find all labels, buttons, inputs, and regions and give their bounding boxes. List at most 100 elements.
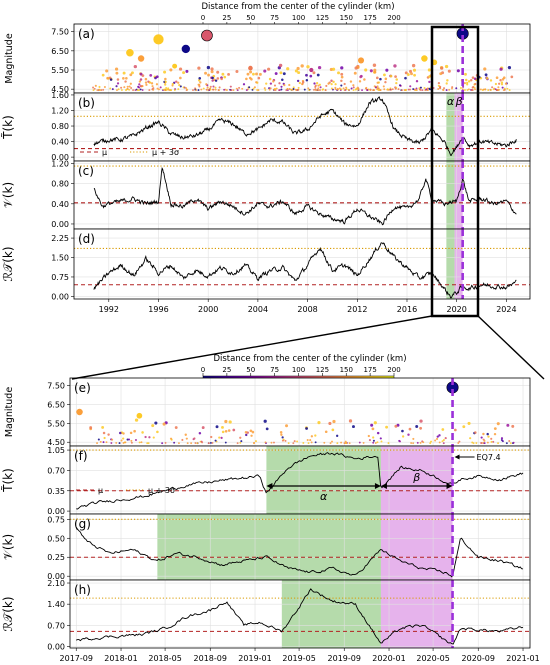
top-alpha-span [446,161,455,229]
bottom-event-point [185,437,188,440]
top-event-point [309,74,313,78]
top-event-point [175,80,178,83]
bottom-event-point [103,436,106,440]
bottom-event-point [358,441,361,444]
bottom-alpha-span [157,514,381,580]
top-event-point [384,80,387,84]
top-event-point [209,85,212,88]
top-event-point [474,88,477,91]
top-event-point [128,85,131,88]
top-event-point [214,79,218,82]
bottom-event-point [96,442,98,445]
bottom-event-point [314,434,317,437]
top-event-point [298,81,301,85]
top-event-point [182,86,185,89]
bottom-event-point [281,436,284,439]
top-event-point [212,88,215,91]
top-event-point [246,72,250,76]
bottom-beta-span [380,446,453,514]
top-event-point [232,89,235,92]
bottom-event-point [394,424,398,428]
bottom-event-point [148,436,151,439]
bottom-event-point [408,427,412,431]
top-event-point [317,87,320,90]
bottom-event-point [419,426,423,430]
top-panel-3: 0.00 0.75 1.50 2.25 ℛ𝒯(k) (d) [1,228,531,302]
bottom-event-point [401,435,405,438]
zoom-connector-right [477,315,545,380]
top-event-point [375,76,379,80]
top-event-point [216,70,220,74]
top-event-point [462,85,465,88]
top-event-point [334,83,337,86]
top-event-point [165,86,168,89]
bottom-event-point [374,442,377,444]
bottom-event-point [141,431,144,434]
top-event-point [252,87,255,90]
top-event-point [136,89,139,92]
top-event-point [376,81,379,84]
top-event-point [345,88,348,91]
top-event-point [204,71,208,75]
bottom-event-point [122,442,125,444]
bottom-event-point [250,434,253,437]
bottom-event-point [224,441,227,444]
bottom-event-point [444,436,447,440]
top-event-point [116,89,118,92]
bottom-event-point [129,431,133,435]
bottom-event-point [474,431,477,434]
top-event-point [358,80,362,83]
top-event-point [419,86,422,89]
top-event-point [393,64,397,68]
top-event-point [158,88,160,91]
top-event-point [273,88,276,91]
top-event-point [235,87,238,90]
bottom-event-point [401,429,404,433]
bottom-event-point [506,423,510,427]
top-event-point [148,89,151,92]
bottom-panel-1: 0.00 0.35 0.70 1.05 T̃(k) (f) [1,445,531,517]
bottom-event-point [490,440,493,443]
top-colorbar-tick-label: 100 [292,14,305,22]
top-legend-mu-label: μ [102,148,107,157]
top-event-point [337,71,340,75]
bottom-y-tick-label: 1.05 [47,446,65,455]
top-panel-letter: (c) [78,164,94,178]
bottom-event-point [169,437,173,440]
top-event-point [212,85,215,88]
top-beta-span [454,229,463,299]
top-y-tick-label: 1.20 [51,160,69,169]
top-event-point [494,82,498,86]
bottom-x-tick-label: 2018-01 [104,654,137,663]
top-event-point [93,87,96,90]
top-event-point [122,71,126,75]
bottom-event-point [236,442,239,445]
bottom-event-point [193,437,196,440]
top-notable-event-point [172,63,178,69]
bottom-event-point [309,439,312,442]
top-y-tick-label: 1.50 [51,254,69,263]
top-event-point [106,76,109,80]
top-event-point [274,72,278,75]
bottom-panel-background [70,378,530,446]
bottom-event-point [156,430,159,434]
bottom-legend-mu-label: μ [98,486,103,495]
top-event-point [296,66,300,71]
top-event-point [218,86,221,89]
top-event-point [294,69,298,73]
top-event-point [94,84,97,87]
top-panel-1: 0.00 0.40 0.80 1.20 1.60 T̃(k) (b) [1,91,531,164]
top-event-point [466,81,469,85]
top-event-point [185,89,188,92]
top-event-point [356,86,359,89]
bottom-colorbar-tick-label: 100 [292,366,305,374]
top-event-point [484,88,487,91]
top-y-tick-label: 0.00 [51,220,69,229]
top-y-axis-label: 𝒱(k) [1,182,15,208]
top-event-point [252,72,255,76]
top-event-point [481,89,484,92]
top-y-tick-label: 1.60 [51,91,69,100]
top-event-point [439,85,442,88]
top-event-point [500,83,504,86]
top-event-point [503,88,506,91]
